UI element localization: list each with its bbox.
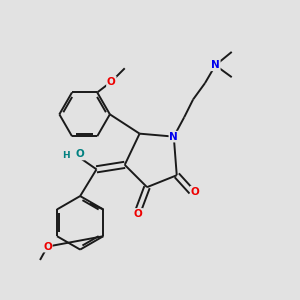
Text: H: H bbox=[62, 152, 70, 160]
Text: O: O bbox=[134, 209, 142, 219]
Text: N: N bbox=[169, 132, 178, 142]
Text: O: O bbox=[107, 76, 116, 87]
Text: N: N bbox=[211, 60, 220, 70]
Text: O: O bbox=[191, 187, 200, 196]
Text: O: O bbox=[43, 242, 52, 252]
Text: O: O bbox=[76, 149, 85, 160]
